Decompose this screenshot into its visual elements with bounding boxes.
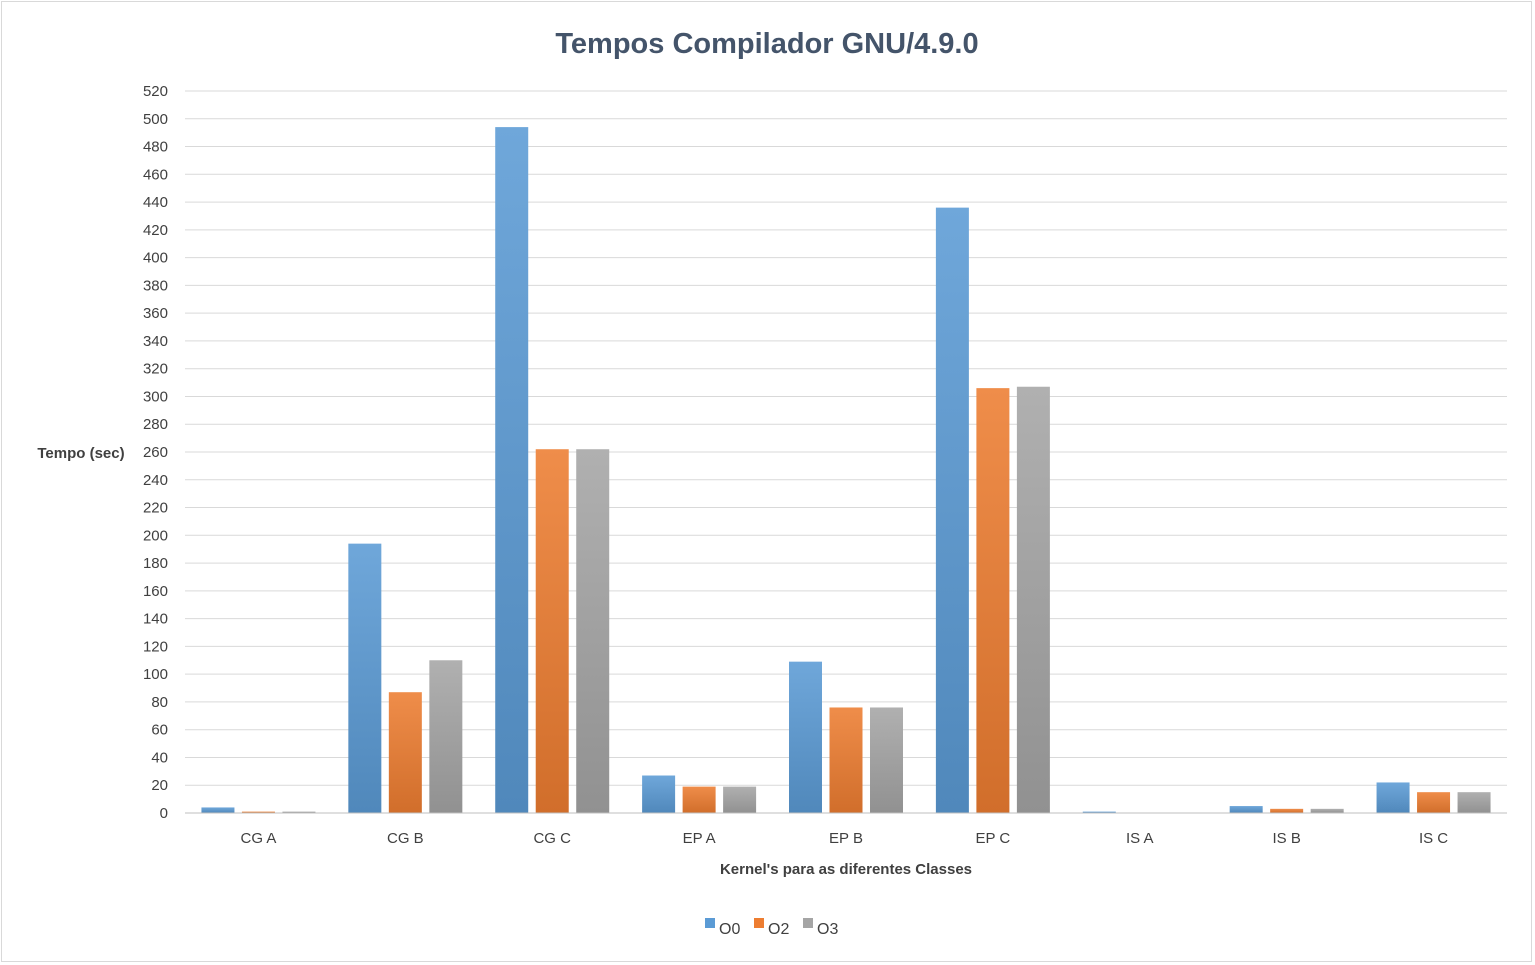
y-tick-label: 80	[151, 694, 168, 711]
gridlines	[185, 90, 1507, 786]
bars	[201, 127, 1491, 814]
bar-o2-is-c	[1417, 792, 1451, 813]
bar-o0-is-c	[1376, 782, 1410, 813]
legend: O0 O2 O3	[705, 918, 838, 938]
bar-o2-cg-c	[535, 449, 569, 813]
y-tick-label: 300	[143, 388, 168, 405]
x-tick-label: CG C	[533, 830, 571, 847]
bar-o3-is-b	[1310, 808, 1344, 813]
bar-o0-cg-a	[201, 807, 235, 813]
bar-o0-is-b	[1229, 806, 1263, 813]
y-tick-label: 520	[143, 83, 168, 100]
bar-o3-ep-a	[723, 786, 757, 813]
y-axis-title: Tempo (sec)	[37, 445, 124, 462]
y-tick-label: 280	[143, 416, 168, 433]
y-tick-label: 400	[143, 250, 168, 267]
y-tick-label: 140	[143, 611, 168, 628]
bar-o0-is-a	[1082, 811, 1116, 813]
x-tick-label: EP B	[829, 830, 863, 847]
x-tick-label: IS A	[1126, 830, 1154, 847]
y-tick-label: 380	[143, 277, 168, 294]
bar-o2-ep-c	[976, 388, 1010, 813]
bar-o0-ep-c	[935, 207, 969, 814]
y-tick-label: 240	[143, 472, 168, 489]
y-tick-label: 180	[143, 555, 168, 572]
bar-o3-cg-b	[429, 660, 463, 813]
y-tick-label: 360	[143, 305, 168, 322]
y-tick-label: 120	[143, 638, 168, 655]
bar-o3-ep-b	[870, 707, 903, 813]
bar-o3-cg-a	[282, 811, 316, 813]
y-tick-label: 160	[143, 583, 168, 600]
legend-label-o0: O0	[719, 921, 740, 938]
legend-swatch-o0	[705, 918, 715, 928]
y-tick-label: 320	[143, 361, 168, 378]
y-tick-label: 40	[151, 749, 168, 766]
y-tick-label: 60	[151, 722, 168, 739]
y-tick-label: 460	[143, 166, 168, 183]
y-tick-label: 420	[143, 222, 168, 239]
legend-label-o2: O2	[768, 921, 789, 938]
bar-o2-is-b	[1270, 808, 1304, 813]
x-tick-label: EP C	[976, 830, 1011, 847]
legend-swatch-o3	[803, 918, 813, 928]
bar-o2-ep-b	[829, 707, 863, 813]
x-axis-tick-labels: CG A CG B CG C EP A EP B EP C IS A IS B IS C	[241, 830, 1449, 847]
x-tick-label: IS C	[1419, 830, 1448, 847]
bar-o0-ep-a	[642, 775, 676, 813]
x-tick-label: IS B	[1272, 830, 1300, 847]
legend-label-o3: O3	[817, 921, 838, 938]
bar-o2-cg-b	[388, 692, 422, 813]
chart-title: Tempos Compilador GNU/4.9.0	[555, 28, 978, 60]
x-tick-label: EP A	[683, 830, 716, 847]
bar-o0-cg-b	[348, 543, 382, 813]
legend-swatch-o2	[754, 918, 764, 928]
x-axis-title: Kernel's para as diferentes Classes	[720, 861, 972, 878]
y-tick-label: 0	[160, 805, 168, 822]
bar-o3-cg-c	[576, 449, 610, 813]
x-tick-label: CG B	[387, 830, 424, 847]
y-tick-label: 220	[143, 500, 168, 517]
y-tick-label: 20	[151, 777, 168, 794]
bar-o3-ep-c	[1016, 386, 1050, 813]
bar-o3-is-c	[1457, 792, 1491, 813]
y-axis-tick-labels: 0 20 40 60 80 100 120 140 160 180 200 220 240 260 280 3…	[143, 83, 168, 822]
y-tick-label: 100	[143, 666, 168, 683]
bar-o2-ep-a	[682, 786, 716, 813]
bar-o2-cg-a	[241, 811, 275, 813]
x-tick-label: CG A	[241, 830, 277, 847]
y-tick-label: 500	[143, 111, 168, 128]
bar-o0-cg-c	[495, 127, 529, 814]
bar-o0-ep-b	[789, 661, 822, 813]
y-tick-label: 340	[143, 333, 168, 350]
y-tick-label: 200	[143, 527, 168, 544]
y-tick-label: 440	[143, 194, 168, 211]
y-tick-label: 480	[143, 139, 168, 156]
y-tick-label: 260	[143, 444, 168, 461]
